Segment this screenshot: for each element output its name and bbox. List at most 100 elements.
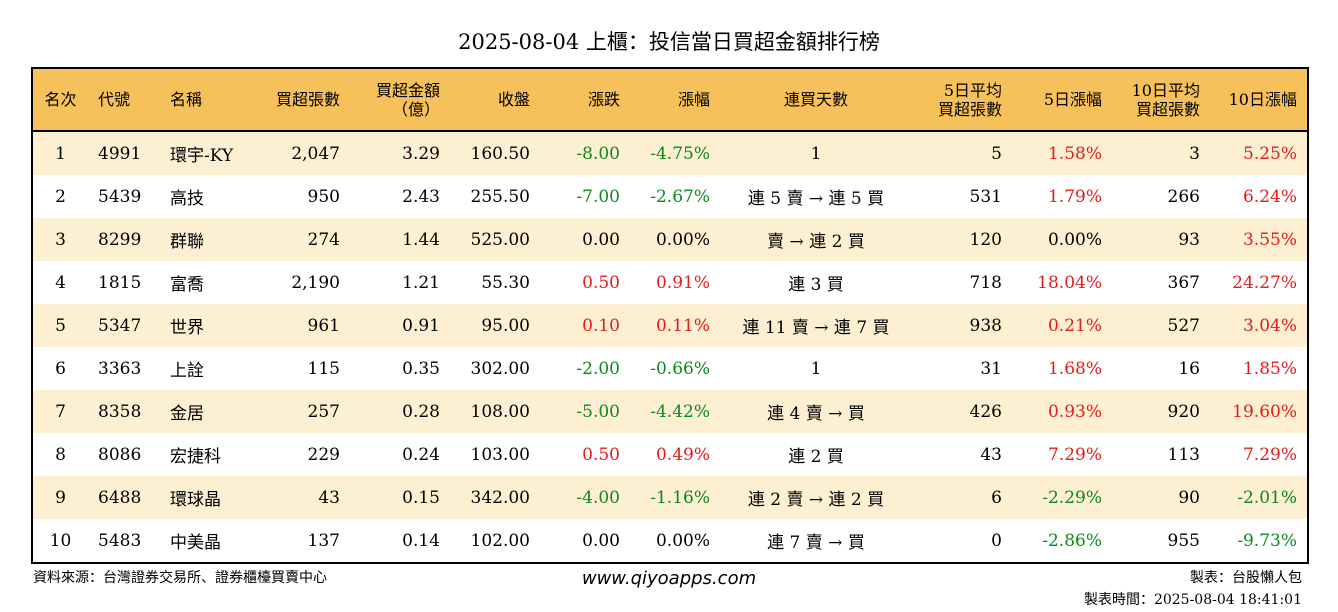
- cell-amount: 2.43: [402, 186, 440, 207]
- cell-code: 5347: [92, 304, 164, 347]
- cell-pct10: 3.04%: [1210, 304, 1308, 347]
- cell-change: 0.50: [582, 272, 620, 293]
- cell-lots: 2,190: [291, 272, 340, 293]
- col-header-avg10: 10日平均 買超張數: [1112, 68, 1210, 132]
- cell-streak: 連 5 賣 → 連 5 買: [747, 189, 885, 209]
- cell-pct10: 1.85%: [1242, 358, 1297, 379]
- col-header-avg5: 5日平均 買超張數: [916, 68, 1012, 132]
- cell-amount: 0.91: [350, 304, 450, 347]
- cell-code: 6488: [92, 476, 164, 519]
- cell-pct10: -9.73%: [1237, 530, 1297, 551]
- cell-streak: 連 3 買: [788, 275, 844, 295]
- cell-pct5: 0.93%: [1012, 390, 1112, 433]
- cell-pct10: 19.60%: [1210, 390, 1308, 433]
- cell-pct: 0.00%: [655, 530, 710, 551]
- cell-pct5: -2.86%: [1042, 530, 1102, 551]
- cell-avg5: 531: [969, 186, 1002, 207]
- cell-close: 103.00: [470, 444, 530, 465]
- cell-change: 0.00: [582, 530, 620, 551]
- header-row: 名次 代號 名稱 買超張數 買超金額 （億） 收盤 漲跌 漲幅 連買天數 5日平均…: [32, 68, 1308, 132]
- cell-lots: 950: [307, 186, 340, 207]
- cell-pct: -2.67%: [650, 186, 710, 207]
- table-row: 4 1815 富喬 2,190 1.21 55.30 0.50 0.91% 連 3 買 718 18…: [32, 261, 1308, 304]
- cell-amount: 0.28: [350, 390, 450, 433]
- cell-lots: 43: [260, 476, 350, 519]
- cell-streak: 1: [720, 131, 916, 175]
- cell-name: 富喬: [170, 275, 204, 295]
- cell-avg5: 938: [916, 304, 1012, 347]
- cell-code: 8358: [92, 390, 164, 433]
- col-header-pct5: 5日漲幅: [1012, 68, 1112, 132]
- cell-name: 宏捷科: [170, 447, 221, 467]
- cell-lots: 961: [260, 304, 350, 347]
- cell-rank: 10: [49, 530, 72, 551]
- col-header-amount: 買超金額 （億）: [350, 68, 450, 132]
- cell-code: 4991: [92, 131, 164, 175]
- cell-streak: 連 4 賣 → 買: [720, 390, 916, 433]
- cell-pct: -4.42%: [630, 390, 720, 433]
- cell-rank: 9: [32, 476, 92, 519]
- cell-code: 3363: [98, 358, 142, 379]
- cell-avg10: 266: [1167, 186, 1200, 207]
- cell-avg5: 426: [916, 390, 1012, 433]
- table-row: 2 5439 高技 950 2.43 255.50 -7.00 -2.67% 連 5 賣 → 連…: [32, 175, 1308, 218]
- cell-avg10: 527: [1112, 304, 1210, 347]
- cell-avg10: 16: [1178, 358, 1200, 379]
- cell-rank: 5: [32, 304, 92, 347]
- cell-pct5: 1.79%: [1047, 186, 1102, 207]
- cell-change: -8.00: [540, 131, 630, 175]
- cell-lots: 229: [307, 444, 340, 465]
- cell-pct: 0.91%: [655, 272, 710, 293]
- cell-avg10: 920: [1112, 390, 1210, 433]
- col-header-name: 名稱: [164, 68, 260, 132]
- cell-close: 525.00: [450, 218, 540, 261]
- cell-avg10: 90: [1112, 476, 1210, 519]
- cell-close: 102.00: [470, 530, 530, 551]
- cell-avg5: 43: [980, 444, 1002, 465]
- col-header-lots: 買超張數: [260, 68, 350, 132]
- cell-amount: 0.14: [402, 530, 440, 551]
- cell-change: -7.00: [576, 186, 620, 207]
- cell-rank: 1: [32, 131, 92, 175]
- cell-name: 環宇-KY: [164, 131, 260, 175]
- cell-amount: 0.15: [350, 476, 450, 519]
- cell-name: 金居: [164, 390, 260, 433]
- cell-avg10: 367: [1167, 272, 1200, 293]
- cell-streak: 連 2 賣 → 連 2 買: [720, 476, 916, 519]
- page-title: 2025-08-04 上櫃：投信當日買超金額排行榜: [458, 30, 880, 54]
- col-header-pct: 漲幅: [630, 68, 720, 132]
- cell-pct5: -2.29%: [1012, 476, 1112, 519]
- cell-lots: 2,047: [260, 131, 350, 175]
- cell-amount: 1.21: [402, 272, 440, 293]
- cell-amount: 0.24: [402, 444, 440, 465]
- cell-amount: 0.35: [402, 358, 440, 379]
- table-row: 10 5483 中美晶 137 0.14 102.00 0.00 0.00% 連 7 賣 → 買…: [32, 519, 1308, 563]
- cell-avg10: 955: [1167, 530, 1200, 551]
- cell-avg10: 113: [1167, 444, 1200, 465]
- table-row: 9 6488 環球晶 43 0.15 342.00 -4.00 -1.16% 連 2 賣 → 連…: [32, 476, 1308, 519]
- cell-close: 255.50: [470, 186, 530, 207]
- cell-pct10: 6.24%: [1242, 186, 1297, 207]
- cell-pct10: -2.01%: [1210, 476, 1308, 519]
- cell-change: -2.00: [576, 358, 620, 379]
- cell-close: 160.50: [450, 131, 540, 175]
- cell-code: 1815: [98, 272, 142, 293]
- cell-rank: 4: [55, 272, 66, 293]
- cell-pct10: 3.55%: [1210, 218, 1308, 261]
- col-header-code: 代號: [92, 68, 164, 132]
- cell-pct: -4.75%: [630, 131, 720, 175]
- col-header-rank: 名次: [32, 68, 92, 132]
- cell-lots: 257: [260, 390, 350, 433]
- cell-amount: 3.29: [350, 131, 450, 175]
- cell-pct: 0.11%: [630, 304, 720, 347]
- cell-pct: -0.66%: [650, 358, 710, 379]
- website-link[interactable]: www.qiyoapps.com: [581, 568, 757, 589]
- cell-change: 0.10: [540, 304, 630, 347]
- col-header-streak: 連買天數: [720, 68, 916, 132]
- cell-name: 中美晶: [170, 533, 221, 553]
- cell-pct10: 7.29%: [1242, 444, 1297, 465]
- cell-change: -5.00: [540, 390, 630, 433]
- cell-streak: 連 2 買: [788, 447, 844, 467]
- maker-label: 製表：台股懶人包: [1190, 570, 1302, 586]
- table-row: 6 3363 上詮 115 0.35 302.00 -2.00 -0.66% 1 31 1.68% 1…: [32, 347, 1308, 390]
